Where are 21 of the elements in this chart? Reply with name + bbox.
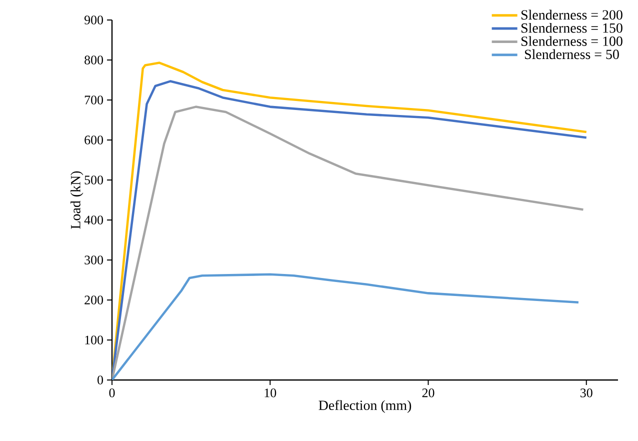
y-tick-label: 900 xyxy=(84,16,104,24)
y-tick-label: 700 xyxy=(84,96,104,104)
x-tick-label: 30 xyxy=(580,388,592,398)
y-tick-label: 100 xyxy=(85,336,104,344)
y-tick-label: 600 xyxy=(84,136,104,144)
y-tick-label: 0 xyxy=(98,376,104,384)
y-axis-title: Load (kN) xyxy=(70,171,84,229)
x-tick-label: 0 xyxy=(109,388,115,398)
legend-label: Slenderness = 100 xyxy=(521,36,622,46)
y-tick-label: 800 xyxy=(84,56,104,64)
legend-label: Slenderness = 50 xyxy=(524,49,619,60)
legend-label: Slenderness = 200 xyxy=(521,10,622,20)
y-tick-label: 200 xyxy=(84,296,104,304)
y-tick-label: 400 xyxy=(84,216,104,224)
y-tick-label: 300 xyxy=(84,256,104,264)
x-axis-title: Deflection (mm) xyxy=(318,400,412,413)
line-series xyxy=(112,273,580,380)
x-tick-label: 20 xyxy=(422,388,434,398)
legend-label: Slenderness = 150 xyxy=(521,22,622,33)
x-tick-label: 10 xyxy=(264,388,276,398)
y-tick-label: 500 xyxy=(84,176,104,184)
